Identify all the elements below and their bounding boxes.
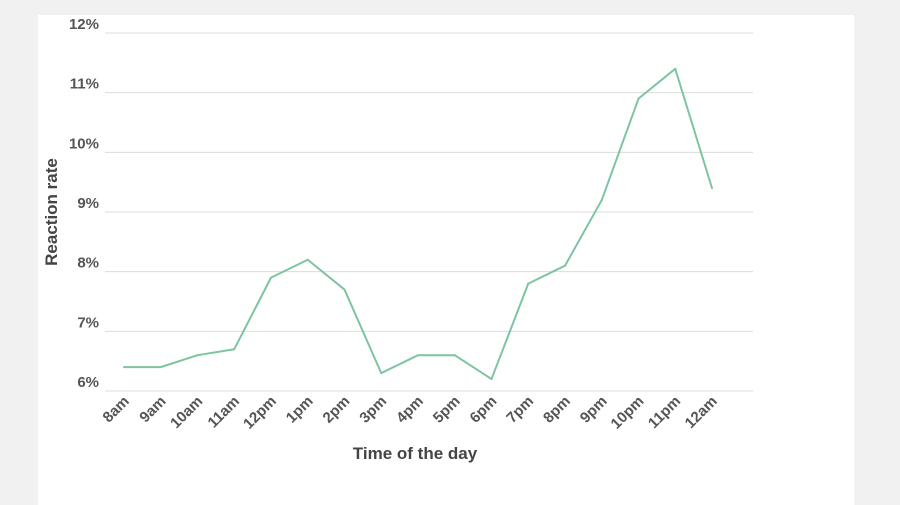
gridlines xyxy=(105,32,753,392)
y-tick-label: 10% xyxy=(69,135,99,152)
data-point xyxy=(270,276,272,279)
data-point xyxy=(159,366,162,369)
data-point xyxy=(417,354,419,357)
y-tick-label: 7% xyxy=(77,314,99,331)
data-point xyxy=(343,288,346,291)
data-point xyxy=(123,366,125,369)
data-point xyxy=(564,264,566,267)
data-point xyxy=(233,348,236,351)
data-point xyxy=(637,97,640,100)
x-tick-label: 3pm xyxy=(356,393,390,427)
data-point xyxy=(306,258,309,261)
x-tick-label: 10pm xyxy=(608,393,648,433)
x-tick-label: 8pm xyxy=(540,393,574,427)
y-tick-label: 11% xyxy=(70,76,99,93)
x-tick-label: 2pm xyxy=(319,393,353,427)
y-tick-label: 8% xyxy=(77,255,99,272)
x-axis-title: Time of the day xyxy=(353,444,478,463)
data-point xyxy=(600,199,603,202)
y-axis-ticks: 6% 7% 8% 9% 10% 11% 12% xyxy=(69,16,99,391)
series-line xyxy=(124,67,713,381)
x-tick-label: 7pm xyxy=(503,393,537,427)
data-point xyxy=(490,378,493,381)
chart-card xyxy=(38,15,854,505)
x-tick-label: 12pm xyxy=(240,393,280,433)
x-tick-label: 1pm xyxy=(283,393,317,427)
x-tick-label: 5pm xyxy=(430,393,464,427)
data-point xyxy=(711,187,713,190)
x-tick-label: 8am xyxy=(100,393,133,426)
data-point xyxy=(674,67,677,70)
x-tick-label: 6pm xyxy=(466,393,500,427)
x-tick-label: 11pm xyxy=(645,393,684,432)
data-point xyxy=(380,372,383,375)
x-tick-label: 10am xyxy=(167,393,206,432)
data-point xyxy=(196,354,199,357)
y-tick-label: 6% xyxy=(77,374,99,391)
y-axis-title: Reaction rate xyxy=(42,158,61,266)
data-point xyxy=(527,282,530,285)
data-points xyxy=(123,67,713,381)
x-tick-label: 9pm xyxy=(577,393,611,427)
data-point xyxy=(453,354,456,357)
x-tick-label: 11am xyxy=(205,393,244,432)
x-tick-label: 12am xyxy=(682,393,721,432)
x-tick-label: 9am xyxy=(136,393,169,426)
y-tick-label: 12% xyxy=(69,16,99,33)
x-tick-label: 4pm xyxy=(393,393,427,427)
y-tick-label: 9% xyxy=(77,195,99,212)
